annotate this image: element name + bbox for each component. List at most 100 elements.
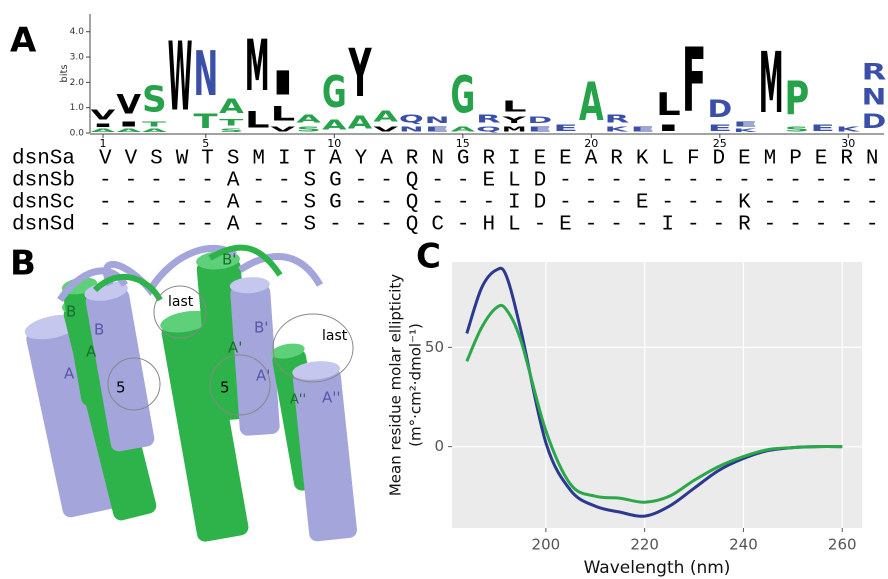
structure-label: 5 [220,379,230,397]
x-tick-label: 5 [202,137,209,150]
structure-label: B' [254,319,268,337]
logo-letter: G [450,65,475,125]
logo-letter: A [348,113,373,134]
logo-letter: T [193,109,218,133]
logo-letter: N [862,85,887,110]
logo-letter: A [116,128,141,133]
helix-cylinders [24,244,357,542]
logo-letter: A [142,128,167,133]
y-axis-label: Mean residue molar ellipticity [387,274,405,496]
logo-letter: T [219,118,244,128]
logo-letter: Q [476,125,501,133]
logo-letter: E [553,123,578,133]
structure-label: A' [228,339,242,357]
logo-letter: A [579,73,604,134]
logo-letter: E [528,126,553,134]
logo-letter: I [91,123,116,128]
logo-letter: A [296,112,321,125]
logo-letter: A [450,126,475,133]
logo-letter: N [425,116,450,126]
panel-label: A [10,21,37,61]
logo-letter: V [373,126,398,133]
structure-label: B [94,321,104,339]
logo-letter: M [245,26,270,107]
data-line [465,303,843,504]
structure-label: A' [256,367,270,385]
logo-letter: Y [348,36,373,112]
sequence-name: dsnSb [12,170,75,193]
logo-letter: E [425,126,450,134]
logo-letter: L [271,102,296,125]
logo-letter: N [193,39,218,110]
sequence-name: dsnSd [12,214,75,237]
logo-letter: A [219,95,244,118]
structure-illustration: A A B B 5 last A' B' 5 B' A' A'' A'' las… [24,244,357,542]
logo-letter: Y [501,115,527,126]
logo-letter: S [142,80,167,121]
structure-label: last [322,328,348,344]
logo-letter: R [862,59,887,85]
sequence: -----A--SG--Q--ELD------------- [99,170,879,193]
x-tick-label: 1 [100,137,107,150]
logo-letter: S [296,125,321,133]
panel-label: B [10,244,36,284]
structure-label: 5 [116,379,126,397]
logo-letter: V [91,107,116,123]
cd-chart: 200 220 240 260 0 50 Wavelength (nm) Mean resid… [387,262,862,578]
structure-label: A'' [322,389,341,407]
x-tick-label: 200 [532,536,561,554]
x-axis-label: Wavelength (nm) [584,558,731,578]
logo-letter: L [502,97,527,115]
sequence: -----A--S---QC-HL-E---I--R----- [99,214,879,237]
structure-label: last [168,294,194,310]
y-tick-label: 0 [434,437,444,455]
logo-letter: A [91,128,116,133]
sequence: -----A--SG--Q---ID---E---K----- [99,192,879,215]
logo-letter: N [399,125,424,133]
x-tick-label: 240 [729,536,758,554]
logo-letter: V [116,89,141,120]
logo-letter: A [322,117,347,133]
sequence-name: dsnSc [12,192,75,215]
logo-letter: K [733,128,758,133]
y-tick-label: 1.0 [70,103,85,113]
logo-letter: D [528,116,553,126]
logo-letter: E [630,126,655,134]
axis-label: bits [59,64,70,82]
plot-background [452,262,862,528]
sequence-name: dsnSa [12,148,75,171]
logo-letter: M [759,35,784,133]
logo-letter: I [271,64,296,102]
logo-letter: K [836,126,861,134]
logo-letter: I [656,123,681,133]
logo-letter: D [862,110,887,133]
logo-letter: K [605,126,630,134]
structure-label: B' [222,251,236,269]
x-tick-label: 30 [841,137,855,150]
logo-letter: Q [399,113,424,126]
logo-letter: W [168,23,193,133]
x-tick-label: 220 [630,536,659,554]
y-tick-label: 2.0 [70,78,85,88]
y-tick-label: 4.0 [70,27,85,37]
logo-letter: E [707,123,732,133]
logo-letter: G [322,66,347,117]
y-tick-label: 0.0 [70,129,85,139]
logo-letter: E [733,120,758,128]
y-axis-label: (m°·cm²·dmol⁻¹) [407,323,425,447]
logo-letter: P [785,70,810,125]
logo-letter: L [245,108,270,133]
structure-label: A [86,343,97,361]
sequence: VVSWTSMITAYARNGRIEEARKLFDEMPERN [99,148,879,171]
logo-letter: D [707,95,732,123]
logo-letter: E [810,123,835,133]
structure-label: B [66,303,76,321]
panel-label: C [416,237,441,277]
logo-letter: M [502,126,527,134]
structure-label: A'' [290,393,306,408]
x-tick-label: 10 [327,137,341,150]
x-tick-label: 260 [828,536,857,554]
